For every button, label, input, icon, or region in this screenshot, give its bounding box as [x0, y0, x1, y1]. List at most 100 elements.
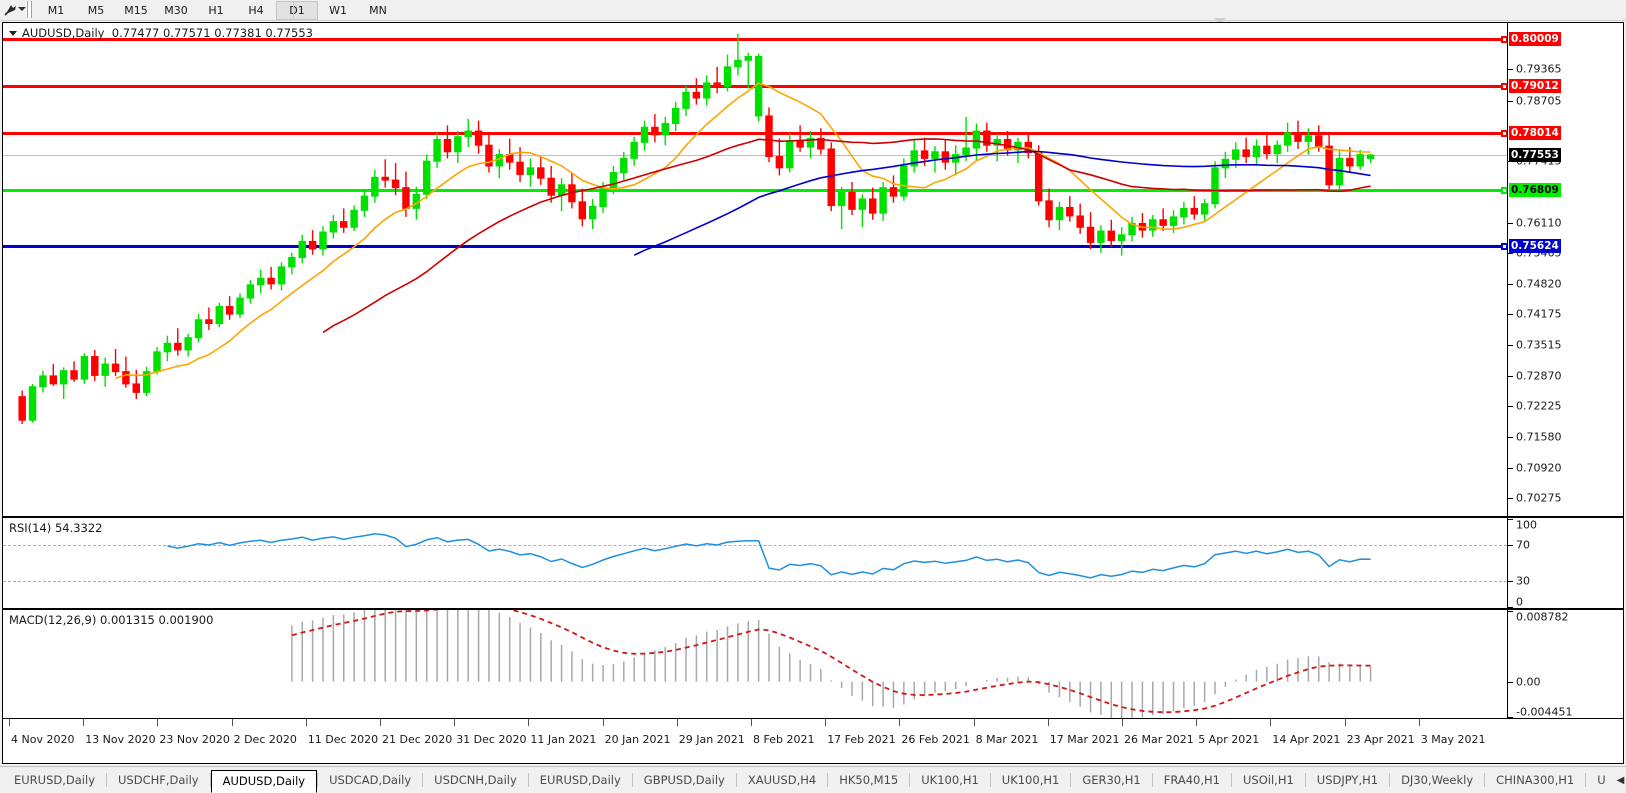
moving-average-line [633, 150, 1371, 256]
macd-plot-area[interactable] [3, 610, 1507, 718]
price-tick-label: 0.74820 [1516, 277, 1562, 291]
chart-tabs-bar: EURUSD,Daily USDCHF,Daily AUDUSD,Daily USDC… [0, 766, 1626, 793]
price-tick-label: 0.72870 [1516, 369, 1562, 383]
tab-separator [1585, 773, 1587, 787]
level-line-support[interactable] [3, 187, 1507, 195]
time-tick [1418, 719, 1420, 726]
chart-tab-uk100-h1[interactable]: UK100,H1 [1001, 773, 1060, 787]
price-tick-label: 0.78705 [1516, 94, 1562, 108]
chart-tab-audusd-daily[interactable]: AUDUSD,Daily [210, 769, 318, 793]
timeframe-mn[interactable]: MN [369, 3, 387, 17]
chart-tab-fra40-h1[interactable]: FRA40,H1 [1163, 773, 1220, 787]
tabs-nav: ◀ ▶ [1617, 775, 1626, 786]
level-line-pivot[interactable] [3, 242, 1507, 250]
price-level-chip-black[interactable]: 0.77553 [1509, 147, 1561, 162]
chart-tab-hk50-m15[interactable]: HK50,M15 [839, 773, 899, 787]
timeframe-h4[interactable]: H4 [248, 3, 264, 17]
rsi-axis[interactable]: 100 70 30 0 [1507, 518, 1623, 609]
cursor-crosshair-icon[interactable] [4, 3, 18, 17]
level-line-resistance[interactable] [3, 36, 1507, 44]
chart-tab-xauusd-h4[interactable]: XAUUSD,H4 [747, 773, 817, 787]
chart-tab-usoil-h1[interactable]: USOil,H1 [1243, 773, 1294, 787]
axis-tick [1508, 681, 1513, 683]
level-line-handle[interactable] [1501, 36, 1507, 44]
chart-tab-usdcnh-daily[interactable]: USDCNH,Daily [434, 773, 517, 787]
chart-tab-gbpusd-daily[interactable]: GBPUSD,Daily [643, 773, 725, 787]
time-tick-label: 23 Nov 2020 [159, 733, 230, 746]
price-level-chip-red[interactable]: 0.79012 [1509, 79, 1561, 94]
price-pane[interactable]: AUDUSD,Daily 0.77477 0.77571 0.77381 0.7… [3, 23, 1623, 516]
timeframe-w1[interactable]: W1 [329, 3, 347, 17]
tab-separator [1151, 773, 1153, 787]
rsi-plot-area[interactable] [3, 518, 1507, 608]
price-axis[interactable]: 0.793650.787050.774150.761100.754650.748… [1507, 23, 1623, 516]
price-plot-area[interactable] [3, 23, 1507, 516]
chart-tab-usdcad-daily[interactable]: USDCAD,Daily [329, 773, 412, 787]
macd-signal-line [291, 610, 1371, 714]
tab-separator [106, 773, 107, 787]
price-level-chip-green[interactable]: 0.76809 [1509, 183, 1561, 198]
price-level-chip-red[interactable]: 0.78014 [1509, 126, 1561, 141]
time-tick-label: 13 Nov 2020 [85, 733, 156, 746]
axis-tick [1508, 545, 1513, 546]
price-tick-label: 0.71580 [1516, 430, 1562, 444]
chart-tab-eurusd-daily[interactable]: EURUSD,Daily [14, 773, 95, 787]
level-line-handle[interactable] [1501, 83, 1507, 91]
time-tick [602, 719, 604, 726]
time-axis[interactable]: 4 Nov 2020 13 Nov 2020 23 Nov 2020 2 Dec 20… [3, 718, 1623, 763]
toolbar-grip[interactable] [26, 1, 32, 18]
axis-tick [1508, 581, 1513, 582]
axis-tick [1508, 69, 1513, 71]
timeframe-d1[interactable]: D1 [276, 0, 318, 20]
macd-label: MACD(12,26,9) 0.001315 0.001900 [9, 613, 214, 627]
level-line-handle[interactable] [1501, 242, 1507, 250]
macd-pane[interactable]: MACD(12,26,9) 0.001315 0.001900 0.008782… [3, 608, 1623, 719]
chart-tab-uk100-h1[interactable]: UK100,H1 [921, 773, 979, 787]
price-tick-label: 0.70275 [1516, 491, 1562, 505]
rsi-pane[interactable]: RSI(14) 54.3322 100 70 30 0 [3, 516, 1623, 609]
timeframe-h1[interactable]: H1 [208, 3, 224, 17]
tab-separator [827, 773, 829, 787]
triangle-left-icon[interactable]: ◀ [1616, 774, 1625, 786]
chart-tab-usdchf-daily[interactable]: USDCHF,Daily [118, 773, 199, 787]
macd-axis[interactable]: 0.008782 0.00 -0.004451 [1507, 610, 1623, 719]
level-line-resistance[interactable] [3, 130, 1507, 138]
chart-tab-china300-h1[interactable]: CHINA300,H1 [1496, 773, 1575, 787]
rsi-level-line [3, 581, 1507, 582]
tab-separator [1389, 773, 1391, 787]
chart-tab-usdjpy-h1[interactable]: USDJPY,H1 [1316, 773, 1379, 787]
time-tick [1047, 719, 1049, 726]
axis-tick [1508, 161, 1513, 163]
time-tick [380, 719, 381, 726]
pane-drag-marker[interactable] [1214, 18, 1226, 24]
price-level-chip-red[interactable]: 0.80009 [1509, 32, 1561, 47]
price-tick-label: 0.73515 [1516, 338, 1562, 352]
timeframe-m1[interactable]: M1 [47, 3, 65, 17]
toolbar-separator [293, 1, 294, 18]
rsi-tick-label: 0 [1516, 595, 1523, 609]
chevron-down-icon[interactable] [18, 7, 26, 11]
rsi-level-line [3, 545, 1507, 546]
chart-tab-eurusd-daily[interactable]: EURUSD,Daily [539, 773, 621, 787]
time-tick-label: 8 Feb 2021 [753, 733, 815, 746]
time-tick-label: 5 Apr 2021 [1198, 733, 1260, 746]
time-tick-label: 23 Apr 2021 [1346, 733, 1415, 746]
tab-separator [735, 773, 737, 787]
timeframe-m5[interactable]: M5 [87, 3, 105, 17]
collapse-triangle-icon[interactable] [9, 31, 17, 36]
level-line-handle[interactable] [1501, 187, 1507, 195]
level-line-handle[interactable] [1501, 130, 1507, 138]
time-tick-label: 21 Dec 2020 [382, 733, 453, 746]
timeframe-m30[interactable]: M30 [164, 3, 188, 17]
chart-tab-ger30-h1[interactable]: GER30,H1 [1082, 773, 1141, 787]
price-level-chip-blue[interactable]: 0.75624 [1509, 238, 1561, 253]
macd-tick-label: -0.004451 [1516, 705, 1573, 719]
time-tick [83, 719, 85, 726]
chart-tab-dj30-weekly[interactable]: DJ30,Weekly [1401, 773, 1474, 787]
axis-tick [1508, 717, 1513, 718]
price-tick-label: 0.70920 [1516, 461, 1562, 475]
rsi-tick-label: 30 [1516, 574, 1530, 588]
chart-tab-u[interactable]: U [1597, 773, 1606, 787]
moving-average-line [115, 82, 1371, 380]
timeframe-m15[interactable]: M15 [124, 3, 148, 17]
